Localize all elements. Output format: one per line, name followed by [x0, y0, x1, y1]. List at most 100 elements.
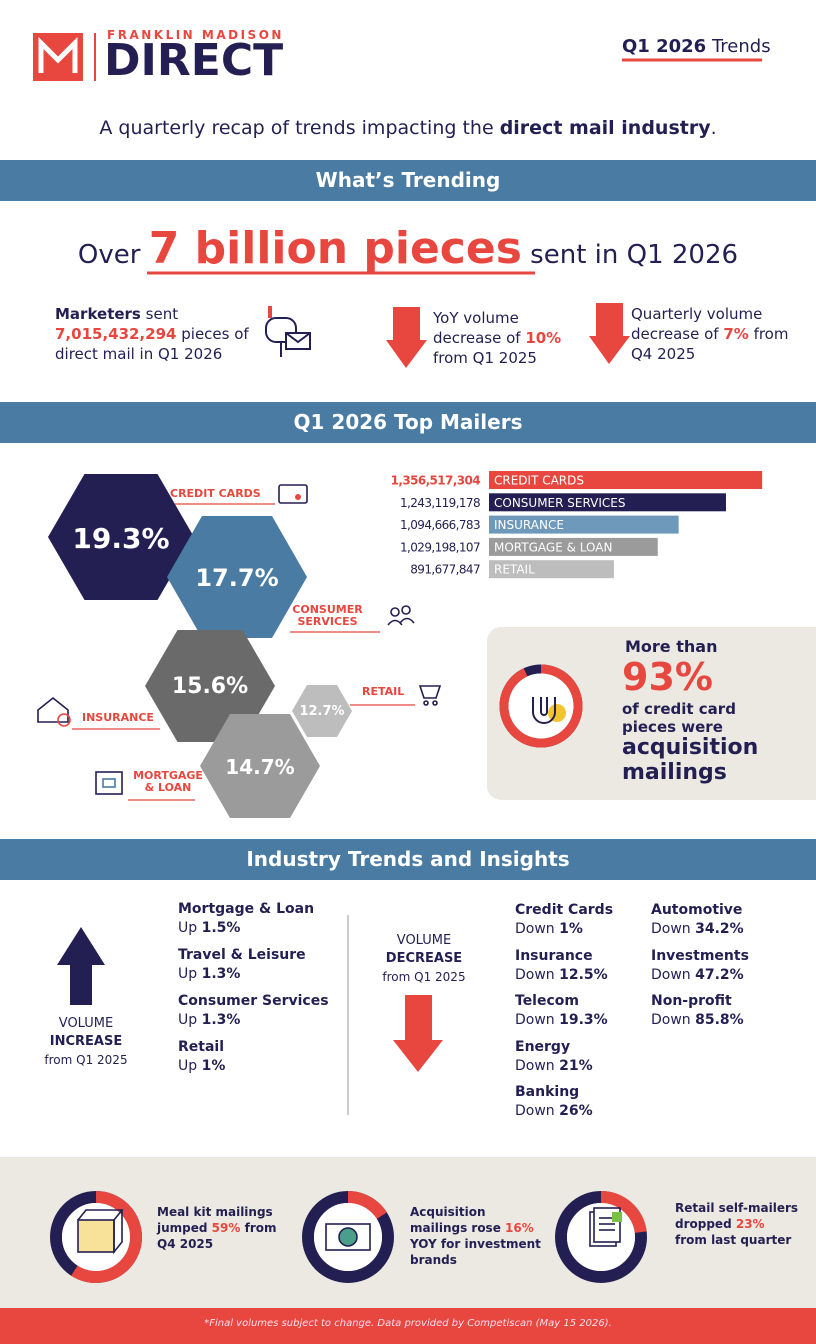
callout-emphasis: acquisition mailings [622, 735, 759, 785]
stat-text: from Q1 2025 [433, 349, 537, 367]
bar-label: MORTGAGE & LOAN [494, 540, 612, 554]
trend-direction: Up [178, 920, 198, 936]
stat: Marketers sent 7,015,432,294 pieces of d… [55, 304, 255, 364]
hexagon [292, 685, 352, 737]
trend-change: 12.5% [559, 966, 608, 983]
value-label: 1,356,517,304 [391, 474, 481, 488]
donut-arc [50, 1191, 142, 1283]
value-label: 1,243,119,178 [400, 496, 480, 510]
category-icons [37, 484, 442, 795]
volume-word: VOLUME [396, 933, 452, 948]
trend-item: Mortgage & Loan Up 1.5% [178, 900, 314, 938]
volume-direction: INCREASE [49, 1034, 123, 1049]
trend-name: Insurance [515, 947, 593, 964]
trend-item: Travel & Leisure Up 1.3% [178, 946, 306, 984]
bar-label: RETAIL [494, 563, 535, 577]
trend-name: Mortgage & Loan [178, 901, 315, 917]
stat-text: YoY volume decrease of [433, 309, 521, 347]
intro-text: A quarterly recap of trends impacting th… [99, 117, 494, 139]
trend-item: Banking Down 26% [515, 1083, 593, 1121]
headline-post: sent in Q1 2026 [530, 240, 739, 270]
trend-direction: Up [178, 1012, 198, 1028]
bar-label: CREDIT CARDS [494, 474, 584, 488]
trend-change: 26% [559, 1103, 593, 1119]
insight-figure: 23% [735, 1217, 765, 1231]
hex-percent: 14.7% [225, 755, 295, 779]
section-heading: Q1 2026 Top Mailers [0, 402, 816, 443]
hex-label: CONSUMER SERVICES [292, 603, 363, 628]
bar [489, 537, 658, 556]
period-suffix: Trends [711, 36, 771, 57]
stat-text: sent [145, 305, 179, 323]
volume-word: VOLUME [58, 1016, 114, 1031]
brand: DIRECT [104, 35, 284, 86]
trend-name: Consumer Services [178, 993, 329, 1009]
stat-figure: 10% [525, 329, 562, 347]
section-heading: Industry Trends and Insights [0, 839, 816, 880]
volume-label: VOLUME DECREASE from Q1 2025 [374, 932, 474, 987]
trend-name: Travel & Leisure [178, 947, 306, 963]
down-arrow [589, 303, 630, 364]
intro: A quarterly recap of trends impacting th… [0, 117, 816, 139]
bar [489, 560, 614, 579]
trend-name: Credit Cards [515, 902, 614, 918]
trend-name: Retail [178, 1039, 225, 1055]
hex-label: CREDIT CARDS [170, 487, 261, 500]
trend-direction: Down [515, 1103, 555, 1119]
logo-m [38, 36, 78, 73]
footnote: *Final volumes subject to change. Data p… [204, 1318, 612, 1329]
mailbox-icon [265, 306, 311, 357]
callout-pre: More than [625, 637, 718, 656]
stat: Quarterly volume decrease of 7% from Q4 … [631, 304, 791, 364]
up-arrow [57, 927, 105, 1005]
hex-label: MORTGAGE & LOAN [133, 769, 203, 794]
trend-change: 1.3% [201, 966, 241, 982]
volume-period: from Q1 2025 [44, 1053, 128, 1067]
donut-arc [555, 1191, 647, 1283]
volume-period: from Q1 2025 [382, 970, 466, 984]
insight-text: Retail self-mailers dropped [675, 1201, 799, 1231]
insight-text: from last quarter [675, 1233, 792, 1247]
callout-box [487, 627, 816, 800]
label-lines [72, 503, 415, 801]
insight-figure: 16% [505, 1221, 534, 1235]
value-label: 891,677,847 [410, 563, 480, 577]
trend-change: 47.2% [695, 966, 744, 983]
trend-change: 85.8% [695, 1012, 744, 1028]
hexagon [48, 474, 194, 600]
trend-name: Banking [515, 1084, 580, 1100]
footer-band [0, 1308, 816, 1344]
intro-bold: direct mail industry [499, 117, 711, 139]
hex-label: RETAIL [362, 685, 405, 698]
bar-label: CONSUMER SERVICES [494, 496, 626, 510]
hex-percent: 17.7% [195, 564, 279, 592]
trend-direction: Down [651, 966, 691, 983]
stat-text: pieces of direct mail in Q1 2026 [55, 325, 249, 363]
trend-item: Automotive Down 34.2% [651, 901, 744, 939]
trend-change: 1% [559, 921, 583, 937]
brand-top: FRANKLIN MADISON [107, 28, 284, 42]
trend-direction: Down [651, 1012, 691, 1028]
trend-item: Insurance Down 12.5% [515, 947, 608, 985]
trend-direction: Up [178, 966, 198, 982]
volume-direction: DECREASE [385, 951, 463, 966]
trend-direction: Down [515, 1012, 555, 1028]
magnet-icon [532, 697, 566, 724]
trend-item: Telecom Down 19.3% [515, 992, 608, 1030]
insight-text: YOY for investment brands [410, 1237, 541, 1267]
trend-change: 34.2% [695, 921, 744, 937]
period-label: Q1 2026 [622, 36, 707, 57]
stat-text: from Q4 2025 [631, 325, 789, 363]
headline-pre: Over [77, 240, 141, 270]
trend-change: 1.3% [201, 1012, 241, 1028]
down-arrow [386, 307, 427, 368]
trend-change: 1% [201, 1058, 226, 1074]
stat: YoY volume decrease of 10% from Q1 2025 [433, 308, 583, 368]
insight: Meal kit mailings jumped 59% from Q4 202… [157, 1204, 282, 1252]
trend-item: Investments Down 47.2% [651, 947, 749, 985]
hexagon [200, 714, 320, 818]
stat-figure: 7% [723, 325, 749, 343]
bar [489, 471, 763, 489]
trend-direction: Up [178, 1058, 198, 1074]
